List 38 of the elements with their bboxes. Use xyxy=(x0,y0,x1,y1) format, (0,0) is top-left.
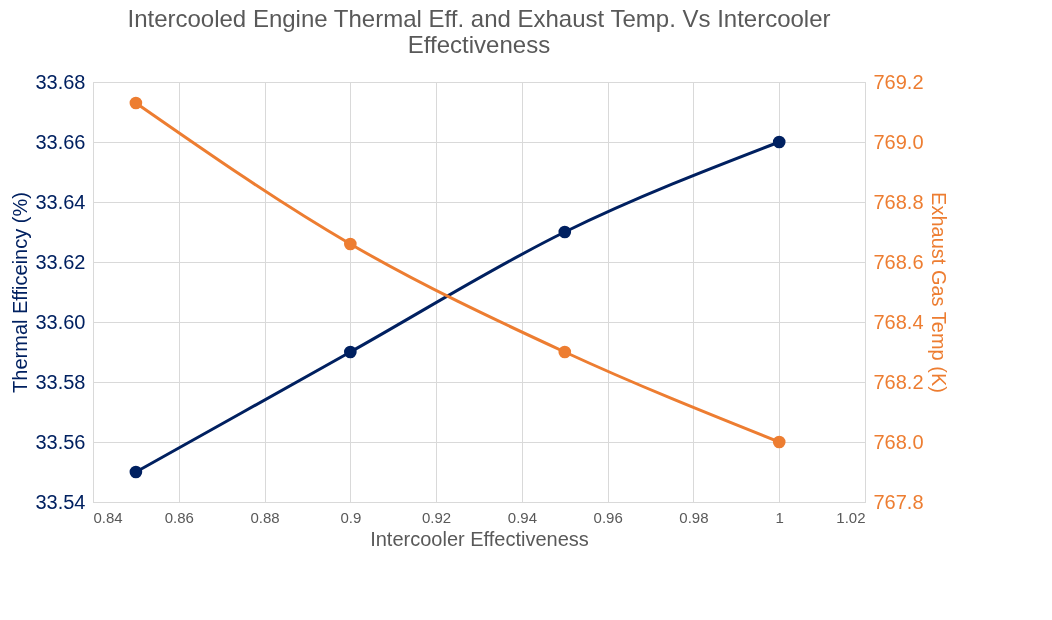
y2-tick-label: 768.0 xyxy=(873,430,924,453)
point xyxy=(558,345,572,359)
y2-tick-label: 767.8 xyxy=(873,490,924,513)
y-tick-label: 33.60 xyxy=(35,310,86,333)
point xyxy=(344,345,357,359)
x-tick-label: 0.94 xyxy=(507,508,537,526)
x-tick-label: 0.84 xyxy=(93,508,123,526)
point xyxy=(558,225,572,239)
x-tick-label: 0.96 xyxy=(593,508,623,526)
x-tick-label: 1.02 xyxy=(836,508,866,526)
x-tick-label: 0.9 xyxy=(340,508,362,526)
y-axis-title: Thermal Efficeincy (%) xyxy=(9,192,32,393)
y2-tick-label: 768.4 xyxy=(873,310,924,333)
y-tick-label: 33.68 xyxy=(35,70,86,93)
y2-tick-label: 769.2 xyxy=(873,70,924,93)
chart-title: Intercooled Engine Thermal Eff. and Exhaust Temp. Vs Intercooler Effectiveness xyxy=(127,5,831,58)
y-tick-label: 33.62 xyxy=(35,250,86,273)
y-tick-label: 33.56 xyxy=(35,430,86,453)
y2-tick-label: 768.6 xyxy=(873,250,924,273)
y-tick-label: 33.54 xyxy=(35,490,86,513)
y2-tick-label: 769.0 xyxy=(873,130,924,153)
x-tick-label: 1 xyxy=(775,508,784,526)
x-tick-label: 0.92 xyxy=(422,508,452,526)
y-tick-label: 33.58 xyxy=(35,370,86,393)
y2-tick-label: 768.2 xyxy=(873,370,924,393)
y-tick-label: 33.66 xyxy=(35,130,86,153)
point xyxy=(129,465,143,479)
y-tick-label: 33.64 xyxy=(35,190,86,213)
point xyxy=(772,135,786,149)
x-axis-title: Intercooler Effectiveness xyxy=(370,527,589,550)
x-tick-label: 0.98 xyxy=(679,508,709,526)
point xyxy=(772,435,786,449)
x-tick-label: 0.88 xyxy=(250,508,280,526)
y2-tick-label: 768.8 xyxy=(873,190,924,213)
point xyxy=(129,96,143,110)
x-tick-label: 0.86 xyxy=(164,508,194,526)
point xyxy=(344,237,357,251)
y2-axis-title: Exhaust Gas Temp (K) xyxy=(927,192,950,393)
